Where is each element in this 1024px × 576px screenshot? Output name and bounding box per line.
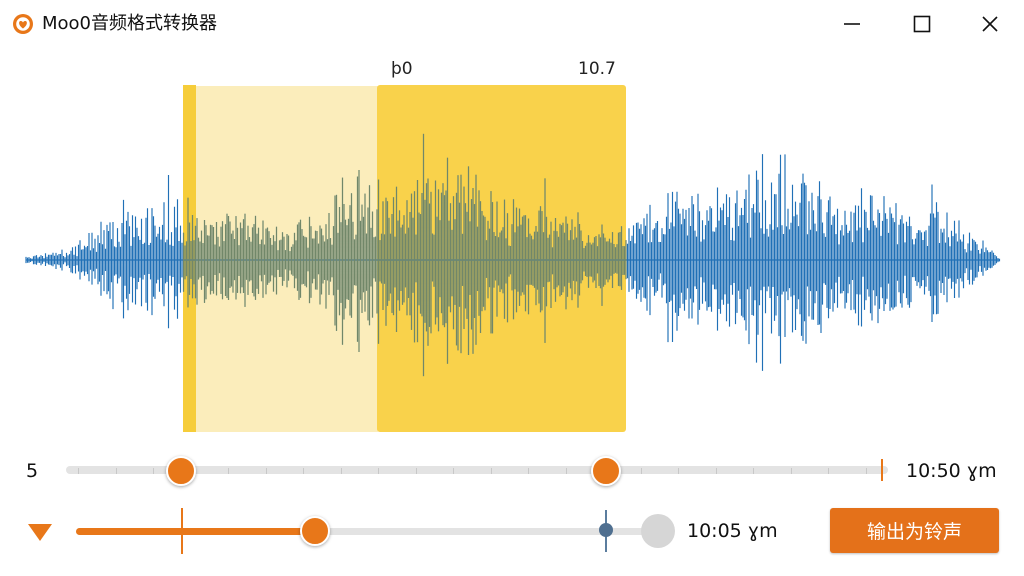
range-slider-tick bbox=[678, 468, 679, 474]
minimize-icon bbox=[844, 23, 860, 25]
range-slider-tick bbox=[78, 468, 79, 474]
range-slider-tick bbox=[378, 468, 379, 474]
maximize-icon bbox=[913, 15, 931, 33]
range-slider-tick bbox=[115, 468, 117, 474]
range-slider-tick bbox=[340, 468, 342, 474]
playback-progress-fill bbox=[76, 528, 316, 535]
playback-time: 10:05 ɣm bbox=[687, 520, 778, 542]
range-start-value: 5 bbox=[26, 460, 39, 482]
waveform-selected-overlay bbox=[182, 133, 627, 377]
title-bar: Moo0音频格式转换器 bbox=[0, 0, 1024, 48]
range-slider-tick bbox=[565, 468, 567, 474]
range-slider-tick bbox=[265, 468, 267, 474]
range-slider-tick bbox=[153, 468, 154, 474]
range-slider-track[interactable] bbox=[66, 466, 888, 474]
range-slider-tick bbox=[790, 468, 792, 474]
playback-slider-track[interactable] bbox=[76, 528, 658, 535]
range-end-tick bbox=[881, 459, 883, 481]
playback-start-marker bbox=[181, 508, 183, 554]
range-slider-tick bbox=[490, 468, 492, 474]
range-slider-tick bbox=[715, 468, 717, 474]
range-start-knob[interactable] bbox=[166, 456, 196, 486]
range-slider-tick bbox=[828, 468, 829, 474]
close-button[interactable] bbox=[962, 4, 1018, 44]
triangle-down-icon[interactable] bbox=[28, 524, 52, 541]
close-icon bbox=[982, 16, 998, 32]
app-title: Moo0音频格式转换器 bbox=[42, 13, 218, 34]
range-slider-tick bbox=[228, 468, 229, 474]
selection-start-label: þ0 bbox=[391, 59, 413, 79]
range-slider-tick bbox=[753, 468, 754, 474]
maximize-button[interactable] bbox=[894, 4, 950, 44]
range-slider-tick bbox=[640, 468, 642, 474]
playback-knob[interactable] bbox=[300, 516, 330, 546]
range-slider-tick bbox=[453, 468, 454, 474]
playback-end-dot[interactable] bbox=[599, 523, 613, 537]
range-end-value: 10:50 ɣm bbox=[906, 460, 997, 482]
range-slider-tick bbox=[303, 468, 304, 474]
volume-knob[interactable] bbox=[641, 514, 675, 548]
minimize-button[interactable] bbox=[824, 4, 880, 44]
export-ringtone-button[interactable]: 输出为铃声 bbox=[830, 508, 999, 553]
selection-end-label: 10.7 bbox=[578, 59, 616, 79]
range-end-knob[interactable] bbox=[591, 456, 621, 486]
range-slider-tick bbox=[865, 468, 867, 474]
range-slider-tick bbox=[415, 468, 417, 474]
heart-shield-icon bbox=[13, 14, 33, 34]
range-slider-tick bbox=[528, 468, 529, 474]
waveform-view[interactable] bbox=[0, 48, 1024, 440]
